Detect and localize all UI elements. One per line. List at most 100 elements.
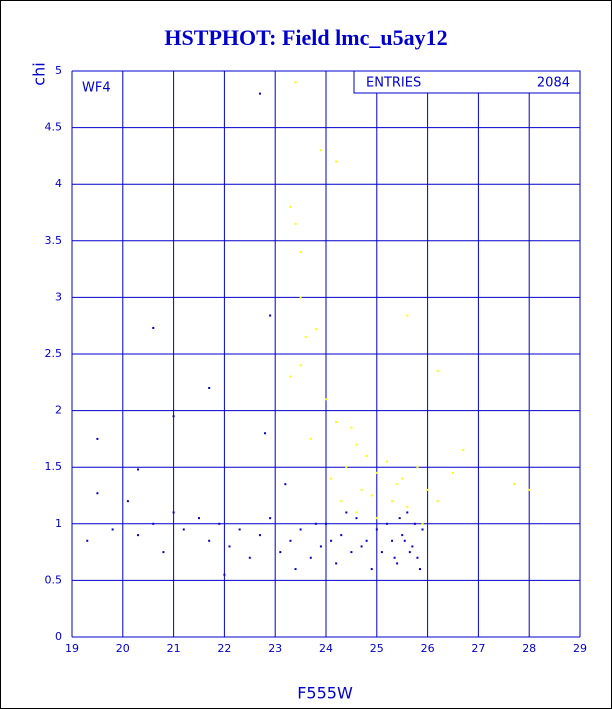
point xyxy=(360,545,363,548)
point xyxy=(162,551,165,554)
point xyxy=(304,336,307,339)
point xyxy=(411,545,414,548)
point xyxy=(375,517,378,520)
point xyxy=(421,522,424,525)
point xyxy=(396,562,399,565)
point xyxy=(294,568,297,571)
point xyxy=(218,522,221,525)
point xyxy=(258,534,261,537)
point xyxy=(137,468,140,471)
x-axis-label: F555W xyxy=(297,684,353,703)
point xyxy=(421,528,424,531)
point xyxy=(380,551,383,554)
point xyxy=(152,522,155,525)
x-tick-label: 24 xyxy=(319,642,333,655)
y-tick-label: 2.5 xyxy=(45,347,63,360)
point xyxy=(294,222,297,225)
point xyxy=(528,488,531,491)
y-tick-label: 4.5 xyxy=(45,121,63,134)
point xyxy=(406,314,409,317)
y-tick-label: 4 xyxy=(55,177,62,190)
x-tick-label: 19 xyxy=(65,642,79,655)
point xyxy=(365,454,368,457)
point xyxy=(370,494,373,497)
point xyxy=(314,522,317,525)
point xyxy=(137,534,140,537)
point xyxy=(264,432,267,435)
point xyxy=(289,375,292,378)
y-tick-label: 3.5 xyxy=(45,234,63,247)
point xyxy=(436,369,439,372)
point xyxy=(345,511,348,514)
point xyxy=(365,539,368,542)
point xyxy=(289,539,292,542)
point xyxy=(335,562,338,565)
point xyxy=(416,466,419,469)
point xyxy=(269,517,272,520)
point xyxy=(335,160,338,163)
point xyxy=(223,573,226,576)
point xyxy=(355,517,358,520)
y-tick-label: 1.5 xyxy=(45,460,63,473)
point xyxy=(436,500,439,503)
point xyxy=(96,492,99,495)
point xyxy=(340,534,343,537)
y-tick-label: 2 xyxy=(55,404,62,417)
point xyxy=(309,556,312,559)
point xyxy=(462,449,465,452)
x-tick-label: 27 xyxy=(471,642,485,655)
point xyxy=(319,149,322,152)
point xyxy=(314,328,317,331)
point xyxy=(96,437,99,440)
point xyxy=(279,551,282,554)
annotation: WF4 xyxy=(82,81,111,96)
point xyxy=(269,314,272,317)
point xyxy=(408,551,411,554)
point xyxy=(248,556,251,559)
x-tick-label: 29 xyxy=(573,642,587,655)
point xyxy=(299,296,302,299)
point xyxy=(289,205,292,208)
y-tick-label: 5 xyxy=(55,64,62,77)
point xyxy=(370,568,373,571)
point xyxy=(228,545,231,548)
point xyxy=(126,500,129,503)
stats-value: 2084 xyxy=(537,76,570,91)
point xyxy=(345,466,348,469)
point xyxy=(294,81,297,84)
x-tick-label: 28 xyxy=(522,642,536,655)
point xyxy=(406,505,409,508)
point xyxy=(172,511,175,514)
point xyxy=(403,539,406,542)
point xyxy=(284,483,287,486)
point xyxy=(385,460,388,463)
point xyxy=(512,483,515,486)
x-tick-label: 25 xyxy=(370,642,384,655)
point xyxy=(350,551,353,554)
point xyxy=(418,568,421,571)
point xyxy=(325,522,327,525)
y-tick-label: 0.5 xyxy=(45,573,63,586)
chart-title: HSTPHOT: Field lmc_u5ay12 xyxy=(164,25,447,50)
point xyxy=(413,522,416,525)
point xyxy=(299,528,302,531)
point xyxy=(330,477,333,480)
point xyxy=(238,528,241,531)
point xyxy=(319,545,322,548)
y-axis-label: chi xyxy=(30,62,49,85)
point xyxy=(416,556,419,559)
point xyxy=(182,528,185,531)
point xyxy=(299,364,302,367)
point xyxy=(401,534,404,537)
y-tick-label: 3 xyxy=(55,290,62,303)
point xyxy=(208,386,211,389)
point xyxy=(198,517,200,520)
point xyxy=(299,251,302,254)
point xyxy=(393,556,396,559)
point xyxy=(258,92,261,95)
point xyxy=(391,539,394,542)
x-tick-label: 23 xyxy=(268,642,282,655)
point xyxy=(426,488,429,491)
point xyxy=(375,471,378,474)
